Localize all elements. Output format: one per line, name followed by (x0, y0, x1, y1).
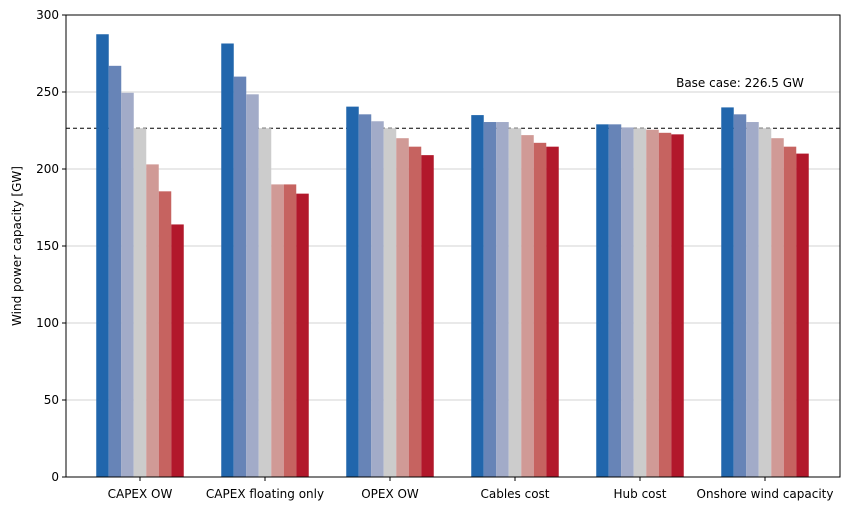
bar (383, 128, 397, 477)
bar (371, 121, 384, 477)
bar (508, 128, 522, 477)
bar (483, 122, 497, 477)
bar (521, 135, 534, 477)
bar (396, 138, 409, 477)
bar (721, 107, 734, 478)
bar (221, 43, 234, 478)
y-axis: 0 50 100 150 200 250 300 (36, 8, 66, 484)
x-tick-label: OPEX OW (361, 487, 419, 501)
x-tick-label: CAPEX floating only (206, 487, 324, 501)
y-tick-label: 100 (36, 316, 59, 330)
bar (621, 127, 634, 478)
x-tick-label: CAPEX OW (108, 487, 173, 501)
grid-lines (66, 91, 840, 401)
bar (158, 191, 172, 477)
y-tick-label: 50 (44, 393, 59, 407)
bar (783, 146, 797, 478)
bar (346, 106, 359, 477)
bars (96, 34, 809, 478)
bar (96, 34, 109, 477)
bar (596, 124, 609, 477)
x-tick-label: Cables cost (480, 487, 549, 501)
base-case-label: Base case: 226.5 GW (676, 76, 804, 90)
bar (358, 114, 372, 477)
y-tick-label: 200 (36, 162, 59, 176)
bar (608, 124, 622, 477)
base-case-reference: Base case: 226.5 GW (66, 76, 840, 129)
bar (233, 76, 247, 477)
bar (496, 122, 509, 477)
bar (671, 134, 684, 477)
bar (758, 128, 772, 477)
bar (746, 122, 759, 477)
bar (546, 146, 559, 478)
bar (146, 164, 159, 477)
bar (258, 128, 272, 477)
bar (121, 92, 134, 478)
bar (271, 184, 284, 477)
bar (796, 153, 809, 477)
bar (421, 155, 434, 477)
bar (296, 193, 309, 477)
y-tick-label: 250 (36, 85, 59, 99)
bar (108, 65, 122, 477)
bar (471, 115, 484, 477)
bar (246, 94, 259, 477)
x-axis: CAPEX OW CAPEX floating only OPEX OW Cables… (108, 477, 834, 501)
bar (171, 224, 184, 477)
bar (646, 129, 659, 478)
y-axis-title: Wind power capacity [GW] (10, 166, 24, 326)
bar (771, 138, 784, 477)
y-tick-label: 0 (51, 470, 59, 484)
bar (633, 128, 647, 477)
y-tick-label: 300 (36, 8, 59, 22)
bar (283, 184, 297, 477)
x-tick-label: Onshore wind capacity (697, 487, 834, 501)
bar (658, 132, 672, 477)
bar (408, 146, 422, 478)
bar (533, 142, 547, 477)
bar (133, 128, 147, 477)
bar (733, 114, 747, 477)
y-tick-label: 150 (36, 239, 59, 253)
x-tick-label: Hub cost (614, 487, 667, 501)
